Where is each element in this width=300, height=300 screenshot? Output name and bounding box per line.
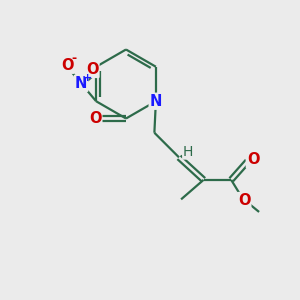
Text: -: -: [71, 52, 76, 65]
Text: N: N: [75, 76, 87, 91]
Text: H: H: [183, 145, 193, 159]
Text: O: O: [61, 58, 74, 73]
Text: O: O: [247, 152, 259, 167]
Text: +: +: [83, 73, 92, 83]
Text: O: O: [238, 193, 250, 208]
Text: O: O: [86, 62, 98, 77]
Text: O: O: [89, 111, 101, 126]
Text: N: N: [150, 94, 162, 109]
